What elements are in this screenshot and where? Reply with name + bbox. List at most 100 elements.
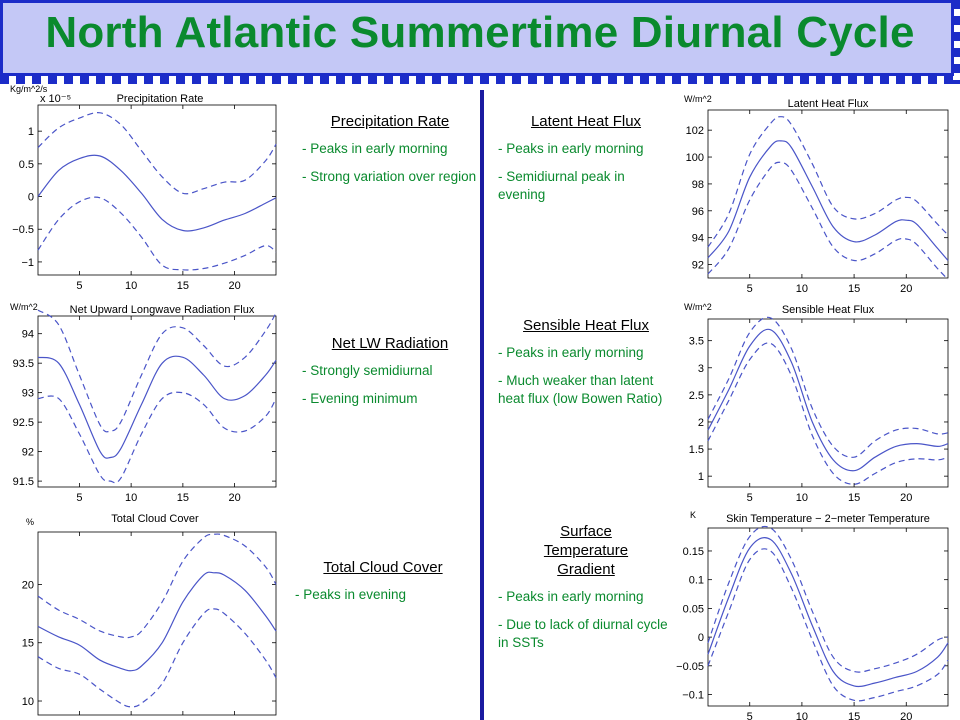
y-tick-label: 93.5 [13,358,34,370]
y-tick-label: 20 [22,579,34,591]
series-bound-line [37,391,277,484]
chart-title: Total Cloud Cover [111,513,199,525]
series-mean-line [37,355,277,459]
bullet-item: - Due to lack of diurnal cycle in SSTs [498,617,668,650]
y-tick-label: −0.1 [682,690,704,702]
y-tick-label: −0.05 [676,661,704,673]
x-tick-label: 10 [796,711,808,720]
y-tick-label: 15 [22,638,34,650]
y-tick-label: 0.5 [19,159,34,171]
y-tick-label: 96 [692,206,704,218]
x-tick-label: 5 [76,492,82,504]
x-tick-label: 15 [848,492,860,504]
text-block-latent-heat: Latent Heat Flux - Peaks in early mornin… [498,112,674,214]
series-mean-line [707,537,949,688]
x-tick-label: 15 [177,280,189,292]
section-heading: Net LW Radiation [331,335,449,352]
sensible-heat-flux-chart: Sensible Heat Flux 5 10 15 20 1 1.5 2 2.5 3 3.5 [689,304,949,504]
series-bound-line [37,196,277,271]
y-tick-label: 0 [698,632,704,644]
latent-heat-flux-chart: Latent Heat Flux 5 10 15 20 92 94 96 98 100 102 [686,98,949,295]
dashed-border-right [952,0,960,84]
precipitation-rate-chart: Precipitation Rate x 10⁻⁵ 5 10 15 20 −1 −0.5 0 0.… [12,93,277,292]
x-tick-label: 10 [125,492,137,504]
chart-title: Net Upward Longwave Radiation Flux [70,304,255,316]
x-tick-label: 5 [747,492,753,504]
text-block-cloud-cover: Total Cloud Cover - Peaks in evening [295,558,471,614]
series-mean-line [37,571,277,672]
x-tick-label: 20 [900,492,912,504]
y-tick-label: 91.5 [13,476,34,488]
y-tick-label: −1 [21,257,34,269]
y-tick-label: 102 [686,125,704,137]
series-bound-line [37,608,277,708]
bullet-item: - Evening minimum [302,391,418,406]
dashed-border-bottom [0,76,960,84]
y-tick-label: 92 [22,447,34,459]
y-tick-label: 3 [698,363,704,375]
y-tick-label: 92 [692,260,704,272]
y-tick-label: 1 [698,471,704,483]
bullet-item: - Semidiurnal peak in evening [498,169,625,202]
chart-unit-label: W/m^2 [684,302,712,312]
series-bound-line [37,309,277,433]
bullet-item: - Strongly semidiurnal [302,363,433,378]
series-bound-line [37,112,277,195]
x-tick-label: 15 [848,283,860,295]
chart-multiplier: x 10⁻⁵ [40,93,71,105]
chart-unit-label: Kg/m^2/s [10,84,48,94]
y-tick-label: 2 [698,417,704,429]
chart-unit-label: W/m^2 [10,302,38,312]
x-tick-label: 20 [228,280,240,292]
text-block-surface-temperature: Surface Temperature Gradient - Peaks in … [498,522,674,662]
bullet-item: - Strong variation over region [302,169,477,184]
plot-frame [707,527,949,707]
y-tick-label: 98 [692,179,704,191]
plot-frame [37,315,277,488]
chart-unit-label: W/m^2 [684,94,712,104]
section-heading: Surface Temperature Gradient [543,523,629,578]
bullet-item: - Peaks in early morning [302,141,448,156]
plot-frame [707,318,949,488]
y-tick-label: 0.05 [683,603,704,615]
x-tick-label: 10 [125,280,137,292]
plot-frame [707,109,949,279]
y-tick-label: 0.1 [689,575,704,587]
section-heading: Sensible Heat Flux [523,317,649,334]
y-tick-label: 0.15 [683,546,704,558]
bullet-item: - Peaks in early morning [498,345,644,360]
y-tick-label: 1.5 [689,444,704,456]
y-tick-label: 93 [22,388,34,400]
x-tick-label: 20 [900,283,912,295]
chart-title: Skin Temperature − 2−meter Temperature [726,513,930,525]
series-mean-line [37,154,277,232]
x-tick-label: 5 [76,280,82,292]
y-tick-label: 94 [22,329,34,341]
x-tick-label: 20 [228,492,240,504]
chart-unit-label: K [690,510,697,520]
bullet-item: - Much weaker than latent heat flux (low… [498,373,663,406]
series-bound-line [37,533,277,639]
y-tick-label: 2.5 [689,390,704,402]
plot-frame [37,104,277,276]
x-tick-label: 10 [796,492,808,504]
section-heading: Total Cloud Cover [323,559,443,576]
series-bound-line [707,342,949,485]
series-bound-line [707,525,949,673]
y-tick-label: 94 [692,233,704,245]
series-mean-line [707,140,949,261]
x-tick-label: 15 [177,492,189,504]
y-tick-label: 3.5 [689,336,704,348]
bullet-item: - Peaks in early morning [498,141,644,156]
title-banner [0,0,954,76]
y-tick-label: 1 [28,126,34,138]
bullet-item: - Peaks in evening [295,587,407,602]
x-tick-label: 15 [848,711,860,720]
x-tick-label: 5 [747,711,753,720]
x-tick-label: 5 [747,283,753,295]
skin-temperature-gradient-chart: Skin Temperature − 2−meter Temperature 5 1… [676,513,949,720]
net-lw-radiation-chart: Net Upward Longwave Radiation Flux 5 10 15 2… [13,304,277,504]
text-block-precipitation: Precipitation Rate - Peaks in early morn… [302,112,478,196]
total-cloud-cover-chart: Total Cloud Cover5101520101520 [22,513,277,716]
chart-unit-label: % [26,517,35,527]
